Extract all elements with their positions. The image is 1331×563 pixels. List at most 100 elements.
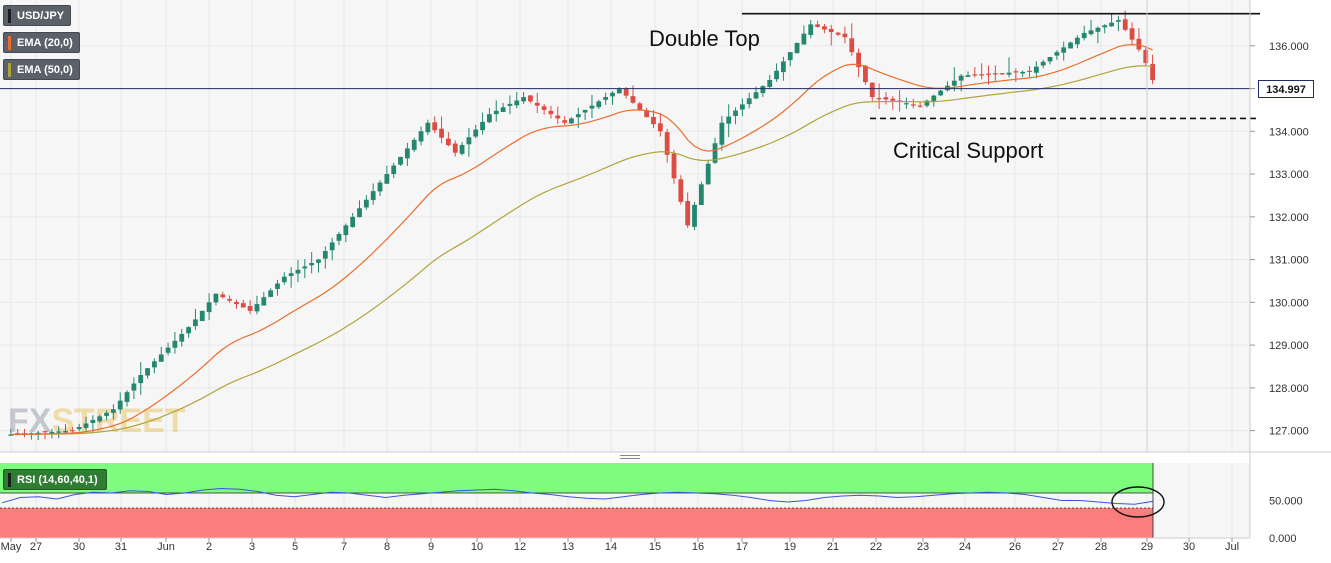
candle-bullish <box>466 137 472 145</box>
pane-splitter-handle[interactable] <box>620 455 640 461</box>
rsi-highlight-circle <box>1111 486 1165 518</box>
ema20-swatch <box>8 36 11 50</box>
candle-bearish <box>623 88 629 96</box>
y-tick-label: 131.000 <box>1269 255 1309 267</box>
x-tick-label: 29 <box>1141 541 1153 553</box>
candle-bearish <box>815 24 820 27</box>
candle-bullish <box>179 333 185 342</box>
legend-ema50[interactable]: EMA (50,0) <box>3 59 80 80</box>
y-tick-label: 134.000 <box>1269 126 1309 138</box>
candle-bullish <box>1047 56 1053 62</box>
candle-bullish <box>965 75 971 77</box>
candle-bullish <box>370 191 376 201</box>
candle-bullish <box>1040 61 1046 66</box>
y-tick-label: 130.000 <box>1269 297 1309 309</box>
y-tick-label: 133.000 <box>1269 169 1309 181</box>
candle-bullish <box>254 304 260 312</box>
candle-bullish <box>487 114 492 123</box>
candle-bullish <box>206 302 212 313</box>
y-tick-label: 127.000 <box>1269 426 1309 438</box>
candle-bullish <box>145 368 150 376</box>
candle-bearish <box>562 120 568 123</box>
candle-bullish <box>90 419 96 423</box>
x-tick-label: Jun <box>157 541 175 553</box>
x-tick-label: 28 <box>1095 541 1107 553</box>
candle-bearish <box>1150 64 1155 81</box>
rsi-y-tick-label: 50.000 <box>1269 496 1303 508</box>
candle-bearish <box>541 106 547 110</box>
candle-bullish <box>97 416 103 422</box>
candle-bullish <box>398 156 403 165</box>
candle-bullish <box>951 80 957 86</box>
candle-bearish <box>439 128 444 138</box>
candle-bullish <box>692 204 697 227</box>
candle-bearish <box>555 115 561 119</box>
candle-bearish <box>22 433 27 435</box>
candle-bullish <box>199 310 205 322</box>
candle-bullish <box>1054 52 1060 56</box>
candle-bullish <box>1074 37 1080 45</box>
candle-bullish <box>753 92 759 99</box>
ema20-line <box>10 43 1153 436</box>
candle-bullish <box>1115 20 1121 22</box>
candle-bearish <box>1122 19 1128 30</box>
x-tick-label: 21 <box>827 541 839 553</box>
candle-bullish <box>582 109 588 113</box>
candle-bearish <box>42 431 48 433</box>
candle-bullish <box>1088 30 1094 35</box>
candle-bearish <box>69 430 75 432</box>
candle-bearish <box>828 28 834 33</box>
candle-bullish <box>165 347 171 353</box>
legend-symbol[interactable]: USD/JPY <box>3 5 72 26</box>
legend-rsi[interactable]: RSI (14,60,40,1) <box>3 469 107 490</box>
rsi-oversold-zone <box>0 508 1153 538</box>
candle-bullish <box>309 262 315 266</box>
legend-ema20-label: EMA (20,0) <box>17 37 73 49</box>
candle-bullish <box>616 88 622 94</box>
candle-bullish <box>589 105 595 109</box>
candle-bullish <box>575 114 581 118</box>
x-tick-label: 12 <box>514 541 526 553</box>
candle-bullish <box>787 52 793 61</box>
double-top-label: Double Top <box>649 26 760 51</box>
candle-bullish <box>603 97 609 100</box>
candle-bullish <box>117 400 123 410</box>
candle-bullish <box>1006 72 1012 75</box>
candle-bearish <box>220 294 226 298</box>
critical-support-label: Critical Support <box>893 138 1044 163</box>
candle-bearish <box>651 116 656 125</box>
x-tick-label: 8 <box>384 541 390 553</box>
candle-bullish <box>1068 42 1073 49</box>
candle-bullish <box>733 110 738 116</box>
candle-bearish <box>445 138 451 146</box>
candle-bullish <box>186 327 191 334</box>
candle-bullish <box>958 75 964 81</box>
candle-bearish <box>986 73 991 75</box>
x-tick-label: May <box>1 541 22 553</box>
x-tick-label: 3 <box>249 541 255 553</box>
main-plot-background <box>0 0 1250 452</box>
candle-bullish <box>780 61 786 73</box>
x-tick-label: 31 <box>115 541 127 553</box>
legend-ema20[interactable]: EMA (20,0) <box>3 32 80 53</box>
candle-bullish <box>808 24 814 35</box>
candle-bullish <box>316 259 321 263</box>
x-tick-label: 14 <box>605 541 617 553</box>
current-price-tag: 134.997 <box>1258 80 1314 98</box>
candle-bearish <box>432 122 438 131</box>
x-tick-label: 27 <box>1052 541 1064 553</box>
candle-bullish <box>193 319 198 327</box>
candle-bullish <box>767 79 773 87</box>
candle-bearish <box>1013 71 1019 73</box>
rsi-y-tick-label: 0.000 <box>1269 533 1297 545</box>
candle-bearish <box>835 32 841 35</box>
candle-bearish <box>999 73 1005 75</box>
y-tick-label: 128.000 <box>1269 383 1309 395</box>
x-tick-label: 16 <box>692 541 704 553</box>
candle-bullish <box>726 116 732 124</box>
candle-bearish <box>876 98 882 100</box>
candle-bearish <box>664 132 670 155</box>
candle-bearish <box>644 110 650 118</box>
rsi-overbought-zone <box>0 463 1153 493</box>
